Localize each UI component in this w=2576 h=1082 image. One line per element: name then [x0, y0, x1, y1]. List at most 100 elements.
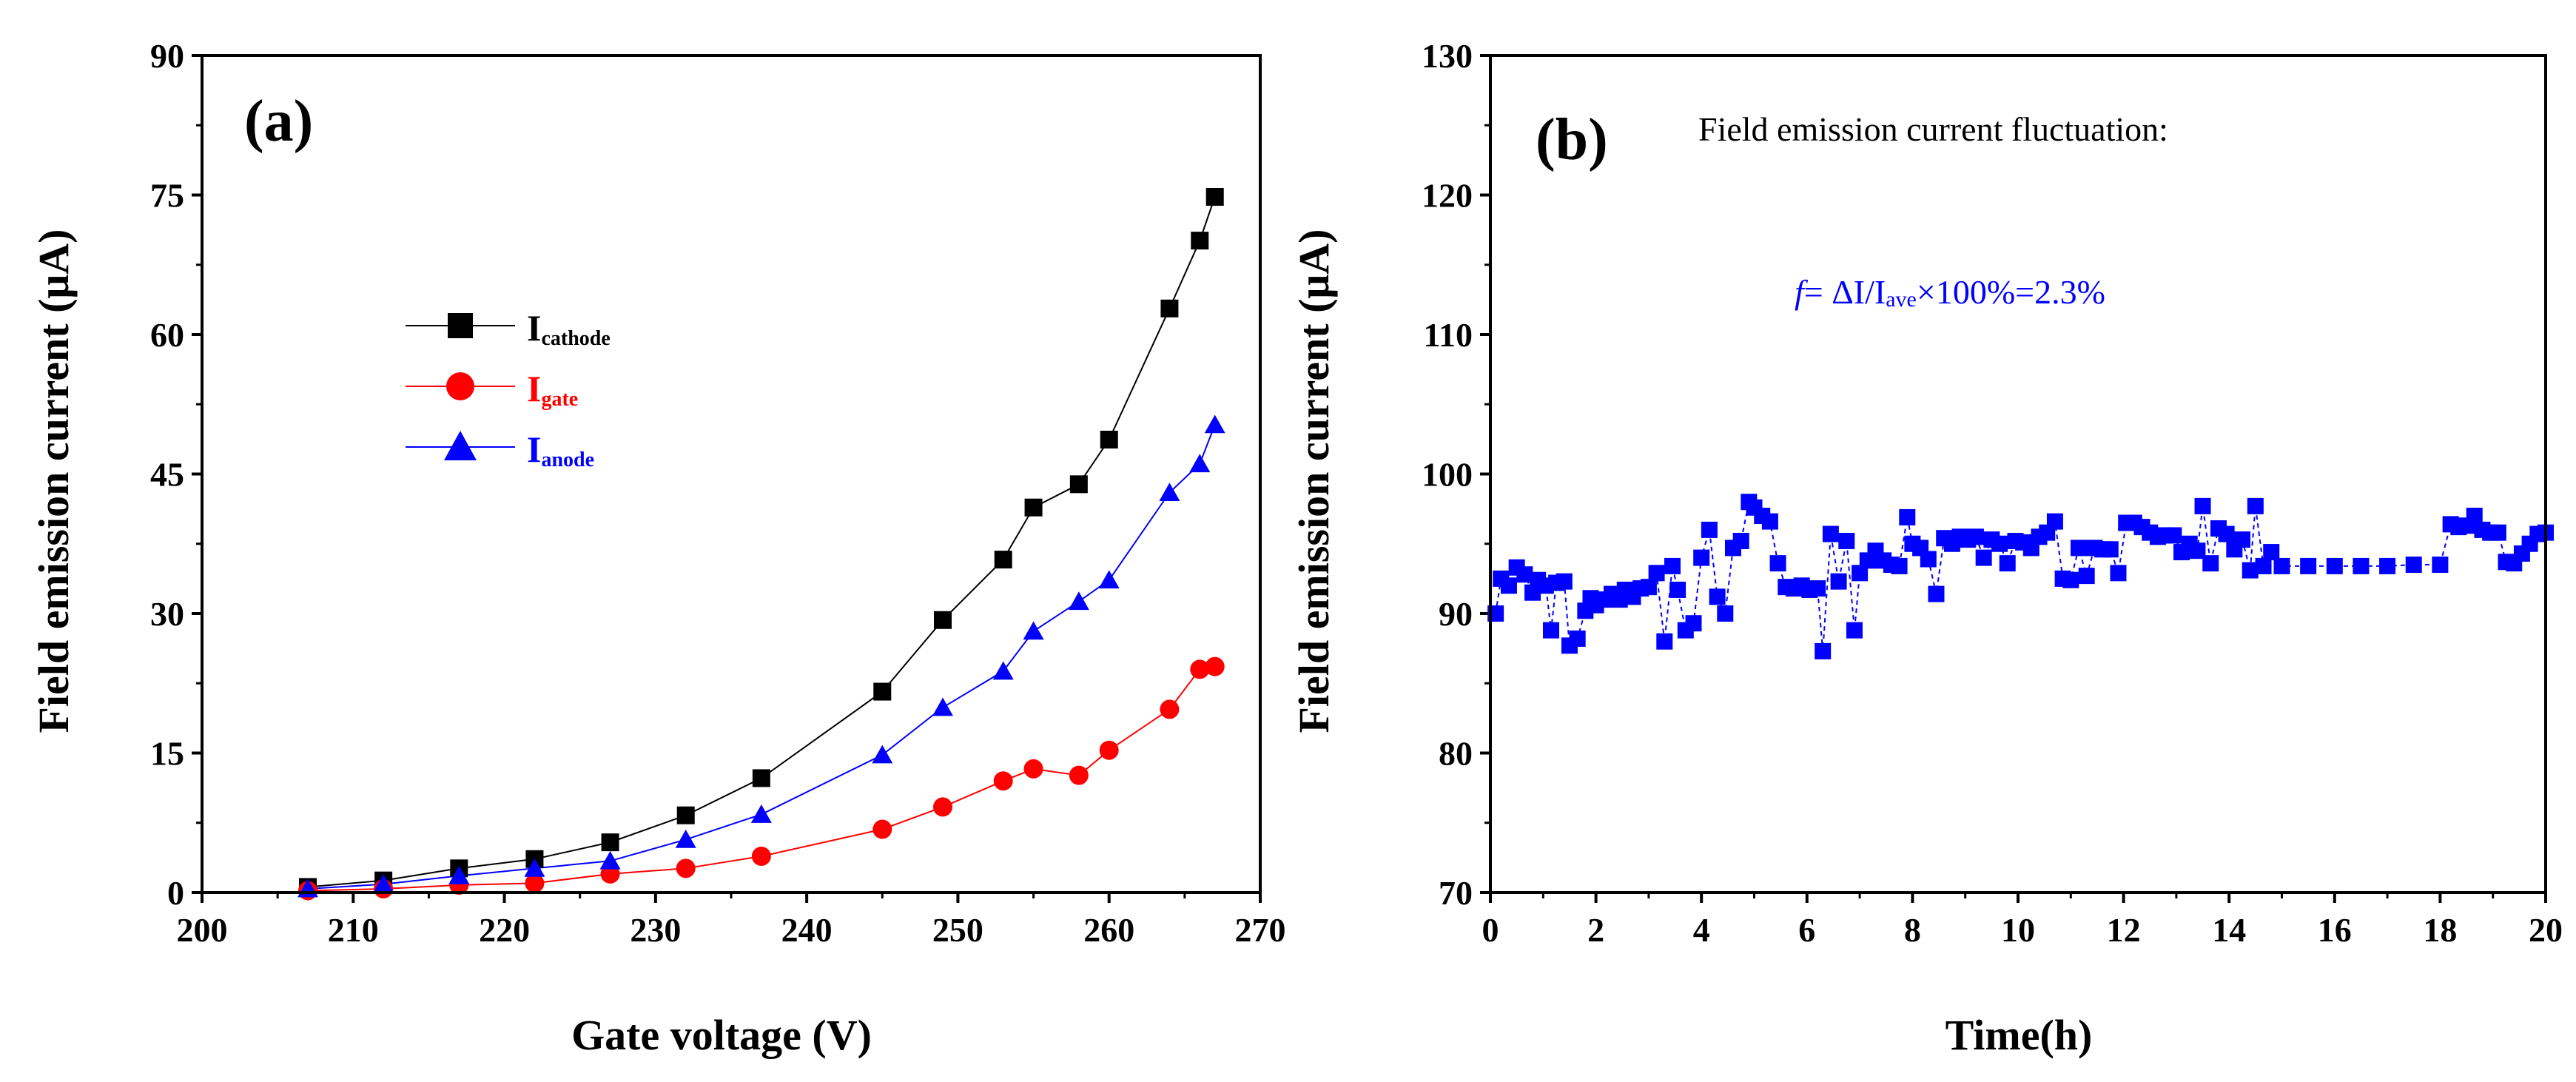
data-point-anode: [599, 850, 621, 870]
panel-a-x-tick-label: 240: [781, 911, 833, 949]
panel-b-label: (b): [1536, 107, 1608, 172]
data-point-current: [1809, 580, 1826, 597]
data-point-current: [1709, 588, 1726, 605]
panel-b-x-tick-label: 4: [1693, 911, 1710, 949]
data-point-current: [1542, 622, 1559, 639]
data-point-current: [1967, 528, 1984, 545]
data-point-cathode: [676, 806, 695, 824]
panel-b-x-tick-label: 14: [2212, 911, 2246, 949]
panel-a-x-tick-label: 200: [177, 911, 228, 949]
series-line-gate: [307, 665, 1215, 892]
panel-a-y-tick-label: 45: [150, 456, 184, 494]
data-point-cathode: [1191, 232, 1209, 250]
data-point-gate: [1190, 659, 1210, 679]
data-point-current: [1815, 642, 1832, 659]
data-point-current: [2466, 508, 2483, 525]
panel-a-x-tick-label: 250: [932, 911, 983, 949]
panel-b-x-tick-label: 0: [1482, 911, 1499, 949]
data-point-gate: [993, 771, 1013, 791]
panel-a-legend: Icathode Igate Ianode: [406, 307, 611, 471]
panel-b-y-tick-label: 90: [1439, 595, 1473, 633]
legend-item-cathode: Icathode: [406, 307, 611, 350]
data-point-anode: [750, 804, 772, 823]
data-point-anode: [1023, 621, 1044, 640]
data-point-anode: [1159, 483, 1180, 502]
data-point-anode: [675, 829, 696, 848]
panel-b-x-tick-label: 6: [1798, 911, 1815, 949]
data-point-current: [2165, 527, 2182, 544]
data-point-current: [1769, 555, 1786, 572]
data-point-current: [1693, 549, 1710, 566]
panel-b-y-tick-label: 110: [1424, 316, 1473, 354]
data-point-current: [1830, 573, 1847, 590]
data-point-current: [2300, 557, 2317, 574]
data-point-current: [1852, 565, 1869, 582]
panel-a-y-tick-label: 0: [167, 874, 184, 912]
panel-a-x-tick-label: 230: [630, 911, 681, 949]
panel-a-x-axis-label: Gate voltage (V): [571, 1011, 872, 1059]
panel-a-x-tick-label: 270: [1235, 911, 1286, 949]
data-point-gate: [1023, 759, 1043, 779]
data-point-cathode: [994, 551, 1012, 569]
data-point-current: [1701, 521, 1718, 538]
data-point-current: [1669, 581, 1686, 598]
data-point-anode: [932, 697, 953, 716]
data-point-cathode: [934, 611, 952, 629]
data-point-current: [1648, 565, 1665, 582]
panel-b-x-axis-label: Time(h): [1946, 1011, 2093, 1059]
data-point-current: [1920, 551, 1937, 568]
panel-a-y-tick-label: 60: [150, 316, 184, 354]
data-point-current: [1516, 566, 1533, 583]
data-point-current: [1664, 557, 1681, 574]
panel-b-y-tick-label: 100: [1422, 456, 1473, 494]
panel-a-ticks: 200 210 220 230 240 250 260 270 0 15 30 45 60 75 90: [150, 37, 1286, 949]
panel-b-y-tick-label: 80: [1439, 735, 1473, 773]
data-point-current: [1822, 525, 1839, 542]
data-point-current: [1717, 605, 1734, 622]
data-point-current: [2194, 497, 2211, 514]
data-point-anode: [1189, 454, 1211, 473]
data-point-gate: [1069, 765, 1089, 785]
legend-item-anode: Ianode: [406, 429, 594, 471]
data-point-anode: [524, 858, 545, 877]
data-point-cathode: [1160, 299, 1179, 317]
data-point-current: [2379, 557, 2396, 574]
data-point-current: [2218, 525, 2235, 542]
panel-b-y-tick-label: 130: [1422, 37, 1473, 75]
legend-label-cathode: Icathode: [527, 307, 611, 350]
panel-a-y-tick-label: 15: [150, 735, 184, 773]
data-point-current: [2242, 562, 2259, 579]
legend-marker-cathode: [448, 313, 473, 338]
data-point-current: [2247, 497, 2264, 514]
panel-b-x-tick-label: 20: [2529, 911, 2563, 949]
panel-a-x-tick-label: 260: [1083, 911, 1134, 949]
panel-b-x-tick-label: 18: [2423, 911, 2457, 949]
data-point-gate: [1099, 740, 1119, 760]
data-point-current: [2273, 557, 2290, 574]
panel-b-frame: [1489, 54, 2547, 894]
data-point-cathode: [601, 833, 619, 852]
data-point-gate: [751, 846, 771, 866]
panel-b-x-tick-label: 12: [2107, 911, 2141, 949]
data-point-current: [1991, 535, 2008, 552]
data-point-current: [1556, 573, 1573, 590]
panel-b-ticks: 0 2 4 6 8 10 12 14 16 18 20 70 80 90 100 110 120 130: [1422, 37, 2563, 949]
data-point-current: [1761, 513, 1778, 530]
series-line-cathode: [307, 196, 1216, 888]
data-point-cathode: [1100, 431, 1118, 449]
series-line-anode: [307, 424, 1216, 890]
data-point-gate: [1205, 656, 1225, 676]
legend-label-anode: Ianode: [527, 429, 594, 471]
data-point-gate: [1160, 699, 1180, 719]
panel-a-x-tick-label: 220: [479, 911, 530, 949]
data-point-gate: [872, 819, 892, 839]
data-point-anode: [992, 661, 1014, 680]
data-point-anode: [448, 865, 470, 884]
data-point-current: [1838, 532, 1855, 549]
data-point-current: [2110, 565, 2127, 582]
panel-a-series-lines: [307, 196, 1216, 892]
data-point-current: [1685, 615, 1702, 632]
data-point-current: [1975, 549, 1992, 566]
